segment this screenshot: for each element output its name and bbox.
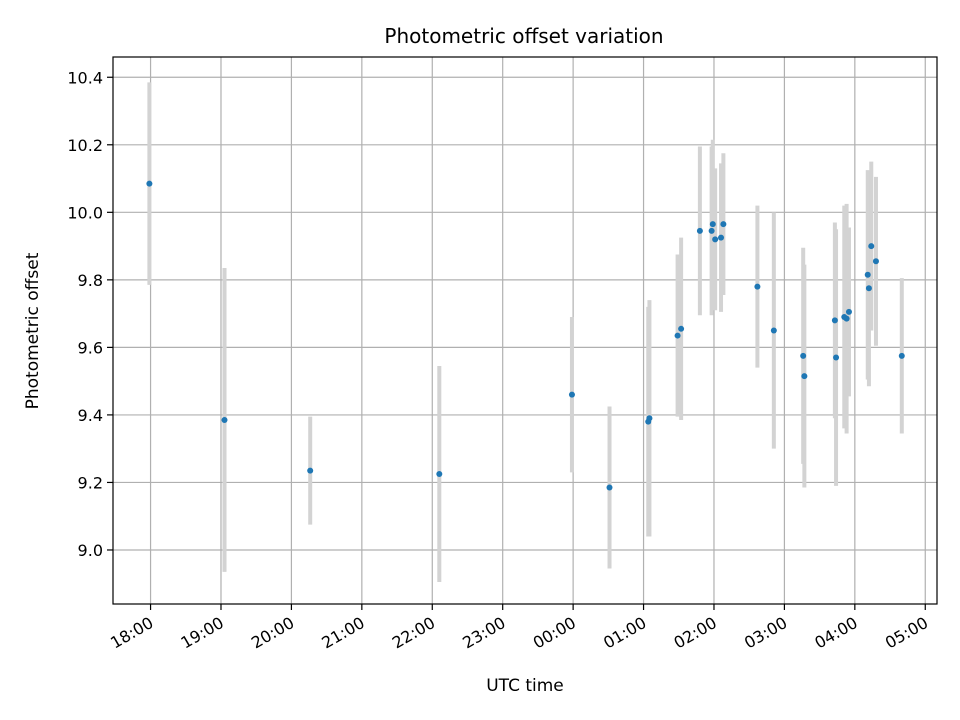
data-point — [754, 283, 761, 290]
data-point — [800, 352, 807, 359]
data-point — [872, 258, 879, 265]
grid-lines — [113, 57, 937, 604]
y-tick-label: 9.0 — [78, 541, 103, 560]
data-point — [770, 327, 777, 334]
data-point — [696, 227, 703, 234]
data-point — [146, 180, 153, 187]
data-point — [709, 221, 716, 228]
data-point — [678, 325, 685, 332]
y-tick-label: 9.4 — [78, 406, 103, 425]
y-tick-label: 9.8 — [78, 271, 103, 290]
data-point — [568, 391, 575, 398]
y-tick-label: 10.2 — [67, 136, 103, 155]
data-point — [864, 271, 871, 278]
data-point — [708, 227, 715, 234]
data-point — [843, 315, 850, 322]
data-point — [307, 467, 314, 474]
y-tick-label: 9.6 — [78, 338, 103, 357]
data-point — [831, 317, 838, 324]
data-point — [845, 308, 852, 315]
data-point — [221, 416, 228, 423]
data-point — [646, 415, 653, 422]
data-point — [712, 236, 719, 243]
plot-frame — [112, 56, 938, 605]
data-point — [833, 354, 840, 361]
y-axis: 9.0 9.2 9.4 9.6 9.8 10.0 10.2 10.4 — [67, 68, 113, 560]
y-axis-label: Photometric offset — [23, 252, 43, 409]
data-point — [606, 484, 613, 491]
data-point — [718, 234, 725, 241]
data-point — [898, 352, 905, 359]
x-axis-label: UTC time — [486, 676, 564, 696]
data-point — [720, 221, 727, 228]
y-tick-label: 9.2 — [78, 473, 103, 492]
data-point — [436, 471, 443, 478]
data-point — [865, 285, 872, 292]
chart-title: Photometric offset variation — [384, 24, 663, 48]
y-tick-label: 10.0 — [67, 203, 103, 222]
y-tick-label: 10.4 — [67, 68, 103, 87]
data-points — [146, 180, 905, 491]
data-point — [868, 243, 875, 250]
data-point — [801, 373, 808, 380]
data-point — [674, 332, 681, 339]
